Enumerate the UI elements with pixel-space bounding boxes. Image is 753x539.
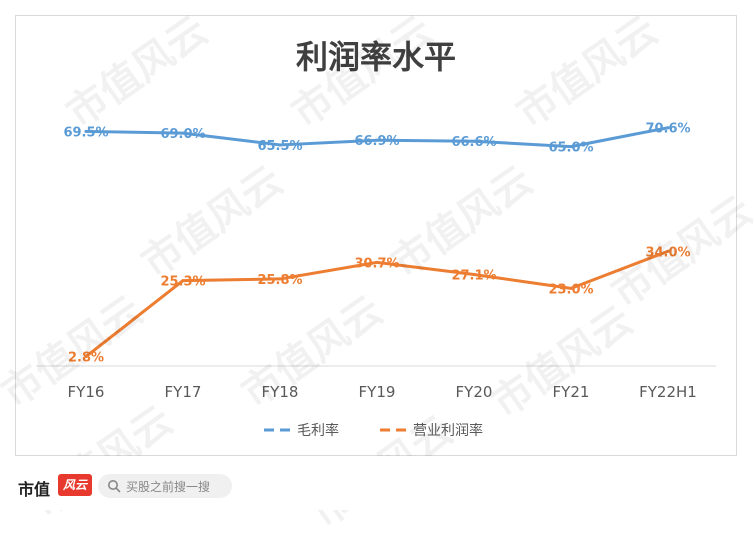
data-point bbox=[181, 131, 185, 135]
data-label: 30.7% bbox=[354, 256, 399, 271]
brand-logo: 风云 bbox=[58, 474, 92, 496]
data-point bbox=[569, 145, 573, 149]
legend-label: 营业利润率 bbox=[413, 422, 483, 439]
x-tick-label: FY21 bbox=[553, 383, 590, 401]
data-point bbox=[278, 277, 282, 281]
data-point bbox=[472, 139, 476, 143]
chart-card: 利润率水平 69.5% 69.0% 65.5% 66.9% 66.6% 65.0% 70.6… bbox=[15, 15, 737, 456]
data-point bbox=[666, 126, 670, 130]
x-tick-label: FY18 bbox=[262, 383, 299, 401]
data-label: 70.6% bbox=[645, 122, 690, 137]
footer-bar: 市值 风云 买股之前搜一搜 bbox=[0, 456, 753, 510]
data-point bbox=[569, 286, 573, 290]
data-point bbox=[181, 279, 185, 283]
data-label: 69.0% bbox=[160, 127, 205, 142]
x-tick-label: FY17 bbox=[165, 383, 202, 401]
data-label: 69.5% bbox=[63, 125, 108, 140]
legend: 毛利率 营业利润率 bbox=[264, 422, 483, 439]
data-label: 66.9% bbox=[354, 134, 399, 149]
data-label: 23.0% bbox=[548, 282, 593, 297]
data-label: 27.1% bbox=[451, 269, 496, 284]
data-label: 34.0% bbox=[645, 245, 690, 260]
data-label: 65.0% bbox=[548, 141, 593, 156]
legend-label: 毛利率 bbox=[297, 422, 339, 439]
data-label: 2.8% bbox=[68, 351, 104, 366]
line-chart: 利润率水平 69.5% 69.0% 65.5% 66.9% 66.6% 65.0% 70.6… bbox=[36, 38, 716, 439]
search-placeholder: 买股之前搜一搜 bbox=[126, 480, 211, 494]
data-point bbox=[278, 143, 282, 147]
data-point bbox=[472, 273, 476, 277]
x-tick-label: FY22H1 bbox=[639, 383, 697, 401]
data-point bbox=[666, 249, 670, 253]
x-tick-label: FY20 bbox=[456, 383, 493, 401]
data-point bbox=[84, 129, 88, 133]
data-label: 66.6% bbox=[451, 135, 496, 150]
search-icon bbox=[108, 480, 121, 493]
x-tick-label: FY16 bbox=[68, 383, 105, 401]
data-label: 25.8% bbox=[257, 273, 302, 288]
data-point bbox=[375, 138, 379, 142]
data-point bbox=[375, 260, 379, 264]
search-box[interactable]: 买股之前搜一搜 bbox=[98, 474, 232, 498]
chart-title: 利润率水平 bbox=[296, 38, 456, 76]
data-label: 25.3% bbox=[160, 275, 205, 290]
data-point bbox=[84, 355, 88, 359]
brand-name: 市值 bbox=[18, 480, 51, 499]
x-tick-label: FY19 bbox=[359, 383, 396, 401]
data-label: 65.5% bbox=[257, 139, 302, 154]
